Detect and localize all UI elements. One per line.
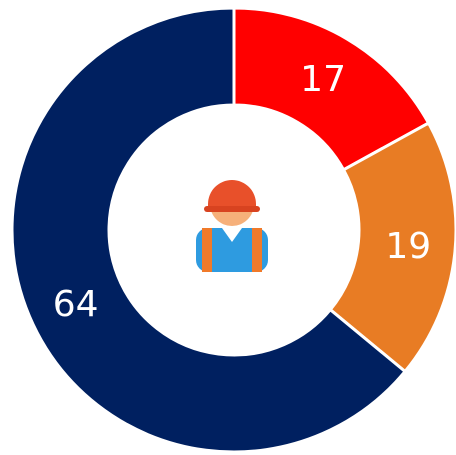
data-label: 17 bbox=[300, 59, 346, 100]
slices bbox=[10, 6, 456, 454]
person-icon bbox=[196, 180, 268, 272]
data-label: 64 bbox=[53, 284, 99, 325]
slice bbox=[10, 6, 408, 454]
slice bbox=[328, 121, 456, 374]
data-label: 19 bbox=[385, 226, 431, 267]
slice bbox=[232, 6, 431, 172]
labels: 17 19 64 bbox=[53, 59, 431, 325]
